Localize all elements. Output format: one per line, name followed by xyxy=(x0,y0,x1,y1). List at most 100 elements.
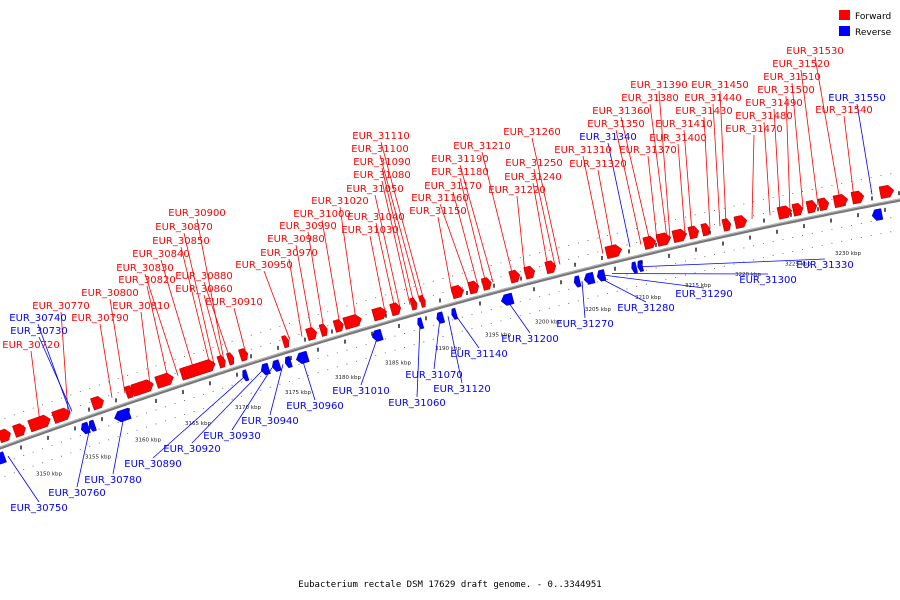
gene-label-eur-31000: EUR_31000 xyxy=(293,209,350,220)
gene-label-eur-30740: EUR_30740 xyxy=(9,313,66,324)
gene-label-eur-31390: EUR_31390 xyxy=(630,80,687,91)
track-forward-dots xyxy=(0,171,900,421)
gene-leader-line xyxy=(112,415,125,475)
forward-gene-arrow xyxy=(332,319,344,333)
kbp-tick-label: 3210 kbp xyxy=(635,295,661,301)
gene-leader-line xyxy=(339,206,357,321)
reverse-gene-arrow xyxy=(451,307,459,320)
legend-forward-swatch xyxy=(839,10,850,20)
gene-label-eur-30900: EUR_30900 xyxy=(168,208,225,219)
reverse-gene-arrow xyxy=(631,261,638,274)
gene-label-eur-31280: EUR_31280 xyxy=(617,303,674,314)
forward-gene-arrow xyxy=(523,265,536,280)
forward-gene-arrow xyxy=(216,355,226,369)
forward-gene-arrow xyxy=(791,202,804,217)
gene-leader-line xyxy=(751,134,755,220)
gene-label-eur-30720: EUR_30720 xyxy=(2,340,59,351)
forward-gene-arrow xyxy=(776,205,793,220)
gene-leader-line xyxy=(233,307,247,354)
reverse-gene-arrow xyxy=(436,311,446,324)
forward-gene-arrow xyxy=(480,277,492,291)
gene-label-eur-31340: EUR_31340 xyxy=(579,132,636,143)
legend-reverse-label: Reverse xyxy=(855,28,892,38)
forward-gene-arrow xyxy=(642,235,657,250)
gene-leader-line xyxy=(109,298,126,394)
reverse-gene-arrow xyxy=(296,350,310,365)
forward-gene-arrow xyxy=(154,372,174,389)
forward-gene-arrow xyxy=(371,306,387,322)
gene-leader-line xyxy=(374,194,401,308)
reverse-gene-arrow xyxy=(637,260,644,273)
forward-gene-arrow xyxy=(733,215,748,229)
kbp-tick-label: 3195 kbp xyxy=(485,333,511,339)
kbp-tick-labels: 3150 kbp 3155 kbp 3160 kbp 3165 kbp 3170 kbp… xyxy=(36,251,861,477)
forward-gene-arrow xyxy=(90,396,104,411)
reverse-gene-arrow xyxy=(242,369,250,382)
gene-label-eur-31470: EUR_31470 xyxy=(725,124,782,135)
gene-label-eur-30910: EUR_30910 xyxy=(205,297,262,308)
gene-label-eur-31380: EUR_31380 xyxy=(621,93,678,104)
gene-leader-line xyxy=(597,169,614,252)
gene-leader-line xyxy=(416,323,421,398)
forward-gene-arrow xyxy=(0,428,11,444)
gene-leader-line xyxy=(379,154,421,303)
gene-label-eur-30790: EUR_30790 xyxy=(71,313,128,324)
gene-label-eur-31180: EUR_31180 xyxy=(431,167,488,178)
gene-label-eur-31430: EUR_31430 xyxy=(675,106,732,117)
gene-label-eur-31020: EUR_31020 xyxy=(311,196,368,207)
kbp-tick-label: 3215 kbp xyxy=(685,283,711,289)
gene-leader-line xyxy=(263,270,291,341)
gene-label-eur-31150: EUR_31150 xyxy=(409,206,466,217)
gene-leader-line xyxy=(719,90,727,225)
reverse-gene-arrow xyxy=(596,269,607,282)
gene-label-eur-31290: EUR_31290 xyxy=(675,289,732,300)
gene-label-eur-31240: EUR_31240 xyxy=(504,172,561,183)
forward-gene-arrow xyxy=(226,352,235,366)
gene-leader-line xyxy=(37,323,71,413)
gene-label-eur-30930: EUR_30930 xyxy=(203,431,260,442)
gene-leader-line xyxy=(60,311,69,413)
gene-leader-line xyxy=(437,216,453,294)
gene-leader-line xyxy=(203,281,231,360)
gene-label-eur-31410: EUR_31410 xyxy=(655,119,712,130)
gene-leader-line xyxy=(481,151,514,277)
gene-label-eur-30990: EUR_30990 xyxy=(279,221,336,232)
forward-gene-arrow xyxy=(450,284,465,300)
legend-reverse-swatch xyxy=(839,26,850,36)
gene-label-eur-31330: EUR_31330 xyxy=(796,260,853,271)
gene-label-eur-31040: EUR_31040 xyxy=(347,212,404,223)
gene-leader-line xyxy=(615,129,642,245)
gene-leader-lines xyxy=(7,56,873,503)
forward-gene-arrow xyxy=(418,294,426,308)
gene-label-eur-31090: EUR_31090 xyxy=(353,157,410,168)
gene-leader-line xyxy=(532,182,549,268)
gene-label-eur-30770: EUR_30770 xyxy=(32,301,89,312)
kbp-tick-label: 3180 kbp xyxy=(335,375,361,381)
gene-label-eur-31490: EUR_31490 xyxy=(745,98,802,109)
forward-gene-arrow xyxy=(409,297,418,311)
gene-label-eur-31120: EUR_31120 xyxy=(433,384,490,395)
gene-leader-line xyxy=(703,116,711,229)
gene-label-eur-30960: EUR_30960 xyxy=(286,401,343,412)
gene-leader-line xyxy=(160,259,195,371)
forward-gene-arrow xyxy=(604,244,623,260)
kbp-tick-label: 3170 kbp xyxy=(235,405,261,411)
forward-gene-arrow xyxy=(182,359,216,380)
gene-label-eur-31210: EUR_31210 xyxy=(453,141,510,152)
gene-leader-line xyxy=(144,273,179,376)
gene-label-eur-31010: EUR_31010 xyxy=(332,386,389,397)
forward-gene-arrow xyxy=(655,232,672,247)
gene-label-eur-31550: EUR_31550 xyxy=(828,93,885,104)
gene-leader-line xyxy=(203,294,223,362)
gene-label-eur-31350: EUR_31350 xyxy=(587,119,644,130)
gene-leader-line xyxy=(269,364,284,416)
gene-leader-line xyxy=(288,258,303,337)
gene-leader-line xyxy=(843,115,855,198)
kbp-tick-label: 3160 kbp xyxy=(135,438,161,444)
forward-gene-arrow xyxy=(850,190,865,205)
gene-leader-line xyxy=(295,244,313,334)
kbp-tick-label: 3225 kbp xyxy=(785,261,811,267)
gene-label-eur-31440: EUR_31440 xyxy=(684,93,741,104)
kbp-tick-label: 3155 kbp xyxy=(85,454,111,460)
